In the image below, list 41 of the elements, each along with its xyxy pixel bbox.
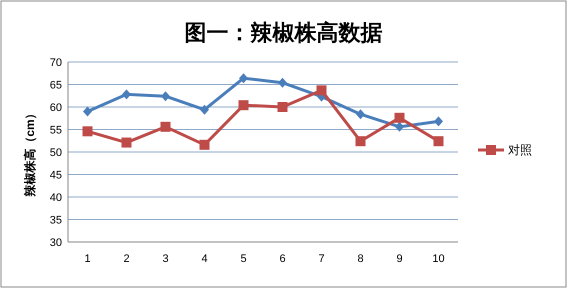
y-tick-label: 60: [50, 102, 62, 114]
point: [395, 122, 404, 132]
point: [356, 109, 365, 120]
y-tick-label: 30: [50, 237, 62, 249]
point: [160, 122, 170, 132]
point: [200, 104, 209, 115]
point: [122, 138, 132, 148]
point: [316, 85, 326, 96]
point: [239, 73, 248, 84]
x-tick-label: 1: [84, 253, 91, 265]
point: [238, 100, 248, 110]
x-tick-label: 9: [396, 253, 403, 265]
y-tick-label: 50: [50, 147, 62, 159]
point: [394, 112, 404, 123]
point: [278, 78, 287, 88]
x-tick-label: 8: [357, 253, 364, 265]
point: [161, 91, 170, 102]
point: [82, 126, 92, 136]
chart-title: 图一：辣椒株高数据: [184, 20, 382, 45]
x-tick-label: 6: [279, 253, 286, 265]
y-tick-label: 35: [50, 214, 62, 226]
point: [83, 106, 92, 116]
x-tick-label: 5: [240, 253, 247, 265]
point: [278, 102, 288, 112]
point: [356, 136, 366, 146]
point: [122, 89, 131, 100]
y-tick-label: 65: [50, 80, 62, 92]
x-tick-label: 2: [123, 253, 130, 265]
point: [434, 116, 443, 126]
x-tick-label: 7: [318, 253, 325, 265]
point: [434, 136, 444, 146]
x-tick-label: 4: [201, 253, 208, 265]
point: [200, 140, 210, 150]
legend-label: 对照: [508, 143, 532, 157]
y-axis-title: 辣椒株高（cm）: [23, 107, 37, 198]
x-tick-label: 10: [432, 253, 445, 265]
y-tick-label: 55: [50, 124, 62, 136]
y-tick-label: 40: [50, 192, 62, 204]
y-tick-label: 45: [50, 170, 62, 182]
y-tick-label: 70: [50, 57, 62, 69]
x-tick-label: 3: [162, 253, 169, 265]
